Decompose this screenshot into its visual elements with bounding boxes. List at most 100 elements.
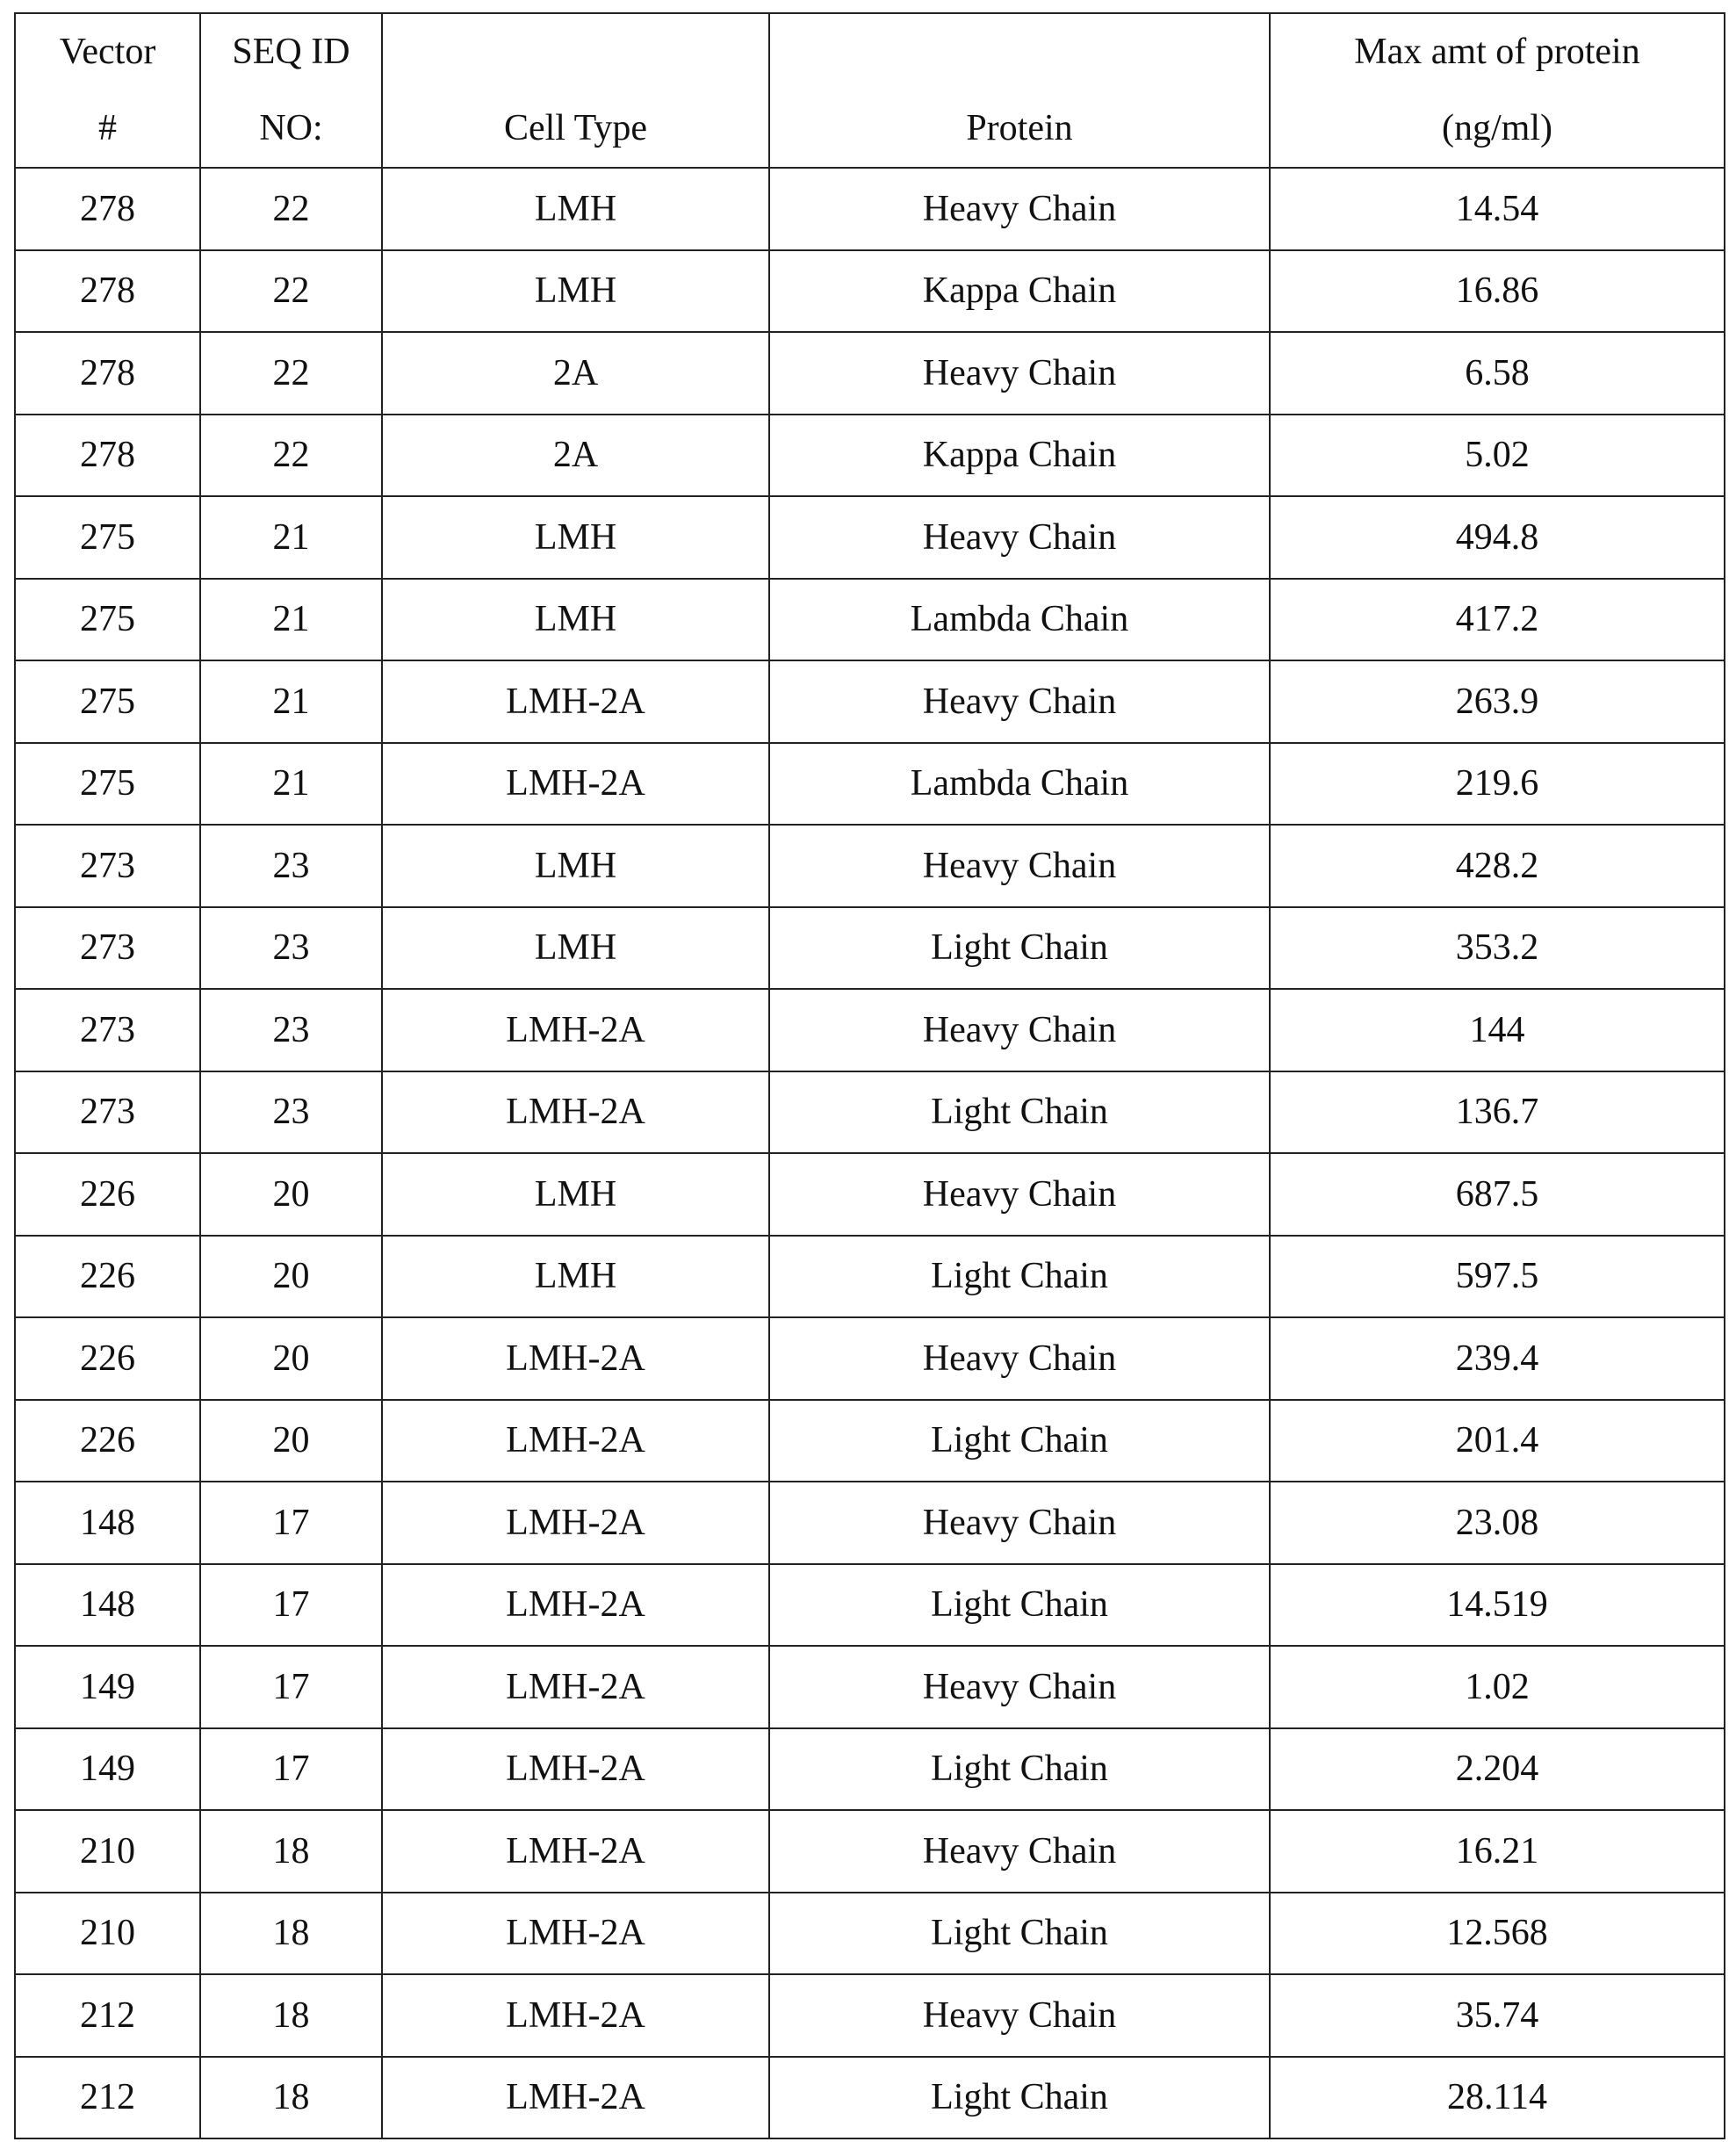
cell-max-amount: 23.08 <box>1270 1482 1725 1564</box>
table-row: 278222AHeavy Chain6.58 <box>15 332 1725 415</box>
cell-cell-type: LMH-2A <box>382 1071 769 1154</box>
table-row: 27822LMHHeavy Chain14.54 <box>15 168 1725 250</box>
header-vector: Vector# <box>15 13 200 168</box>
cell-max-amount: 14.519 <box>1270 1564 1725 1647</box>
cell-protein: Heavy Chain <box>769 496 1270 579</box>
cell-protein: Heavy Chain <box>769 168 1270 250</box>
cell-cell-type: LMH-2A <box>382 660 769 743</box>
cell-protein: Light Chain <box>769 1236 1270 1318</box>
cell-seq-id: 21 <box>200 579 382 661</box>
cell-max-amount: 219.6 <box>1270 743 1725 826</box>
cell-seq-id: 18 <box>200 1893 382 1975</box>
cell-max-amount: 353.2 <box>1270 907 1725 990</box>
cell-seq-id: 20 <box>200 1153 382 1236</box>
cell-protein: Lambda Chain <box>769 579 1270 661</box>
cell-max-amount: 16.86 <box>1270 250 1725 333</box>
table-row: 27822LMHKappa Chain16.86 <box>15 250 1725 333</box>
table-row: 22620LMH-2AHeavy Chain239.4 <box>15 1317 1725 1400</box>
header-max-amount: Max amt of protein(ng/ml) <box>1270 13 1725 168</box>
cell-vector: 273 <box>15 989 200 1071</box>
cell-protein: Kappa Chain <box>769 250 1270 333</box>
cell-max-amount: 1.02 <box>1270 1646 1725 1728</box>
cell-cell-type: LMH-2A <box>382 1893 769 1975</box>
cell-vector: 210 <box>15 1893 200 1975</box>
header-line: Vector <box>16 14 199 90</box>
header-cell-type: Cell Type <box>382 13 769 168</box>
cell-seq-id: 18 <box>200 2057 382 2139</box>
cell-seq-id: 17 <box>200 1564 382 1647</box>
cell-cell-type: LMH <box>382 579 769 661</box>
cell-vector: 210 <box>15 1810 200 1893</box>
cell-protein: Heavy Chain <box>769 1974 1270 2057</box>
header-seq-id: SEQ IDNO: <box>200 13 382 168</box>
cell-protein: Heavy Chain <box>769 1153 1270 1236</box>
table-row: 21018LMH-2AHeavy Chain16.21 <box>15 1810 1725 1893</box>
cell-vector: 275 <box>15 743 200 826</box>
cell-cell-type: LMH-2A <box>382 1810 769 1893</box>
cell-seq-id: 22 <box>200 415 382 497</box>
cell-vector: 212 <box>15 1974 200 2057</box>
header-line: Cell Type <box>383 90 768 167</box>
header-line: Protein <box>770 90 1269 167</box>
cell-cell-type: LMH-2A <box>382 1728 769 1811</box>
cell-cell-type: LMH-2A <box>382 1974 769 2057</box>
protein-expression-table: Vector#SEQ IDNO: Cell Type ProteinMax am… <box>14 12 1725 2139</box>
cell-protein: Light Chain <box>769 1893 1270 1975</box>
cell-protein: Heavy Chain <box>769 989 1270 1071</box>
cell-protein: Light Chain <box>769 1564 1270 1647</box>
table-row: 27521LMHHeavy Chain494.8 <box>15 496 1725 579</box>
cell-seq-id: 17 <box>200 1646 382 1728</box>
cell-seq-id: 21 <box>200 743 382 826</box>
table-row: 22620LMHHeavy Chain687.5 <box>15 1153 1725 1236</box>
cell-seq-id: 22 <box>200 250 382 333</box>
cell-seq-id: 23 <box>200 825 382 907</box>
cell-max-amount: 239.4 <box>1270 1317 1725 1400</box>
table-row: 27323LMH-2ALight Chain136.7 <box>15 1071 1725 1154</box>
header-line <box>383 14 768 90</box>
cell-vector: 278 <box>15 168 200 250</box>
cell-cell-type: LMH <box>382 1236 769 1318</box>
cell-vector: 148 <box>15 1564 200 1647</box>
table-row: 21218LMH-2ALight Chain28.114 <box>15 2057 1725 2139</box>
cell-vector: 278 <box>15 250 200 333</box>
cell-max-amount: 2.204 <box>1270 1728 1725 1811</box>
cell-seq-id: 22 <box>200 168 382 250</box>
cell-protein: Light Chain <box>769 1728 1270 1811</box>
table-row: 21218LMH-2AHeavy Chain35.74 <box>15 1974 1725 2057</box>
cell-vector: 149 <box>15 1646 200 1728</box>
cell-seq-id: 17 <box>200 1482 382 1564</box>
cell-cell-type: LMH-2A <box>382 989 769 1071</box>
cell-vector: 148 <box>15 1482 200 1564</box>
cell-max-amount: 597.5 <box>1270 1236 1725 1318</box>
cell-protein: Heavy Chain <box>769 1810 1270 1893</box>
cell-vector: 273 <box>15 825 200 907</box>
cell-cell-type: LMH-2A <box>382 743 769 826</box>
cell-cell-type: LMH-2A <box>382 1317 769 1400</box>
table-row: 27323LMHHeavy Chain428.2 <box>15 825 1725 907</box>
header-line: Max amt of protein <box>1271 14 1724 90</box>
cell-protein: Kappa Chain <box>769 415 1270 497</box>
table-row: 27521LMHLambda Chain417.2 <box>15 579 1725 661</box>
cell-max-amount: 263.9 <box>1270 660 1725 743</box>
cell-vector: 273 <box>15 1071 200 1154</box>
cell-seq-id: 23 <box>200 1071 382 1154</box>
cell-vector: 226 <box>15 1400 200 1482</box>
cell-max-amount: 28.114 <box>1270 2057 1725 2139</box>
cell-seq-id: 18 <box>200 1810 382 1893</box>
cell-protein: Light Chain <box>769 2057 1270 2139</box>
cell-protein: Heavy Chain <box>769 1482 1270 1564</box>
cell-cell-type: LMH-2A <box>382 1646 769 1728</box>
cell-protein: Lambda Chain <box>769 743 1270 826</box>
cell-cell-type: 2A <box>382 332 769 415</box>
cell-cell-type: LMH-2A <box>382 1400 769 1482</box>
cell-max-amount: 14.54 <box>1270 168 1725 250</box>
cell-cell-type: LMH <box>382 496 769 579</box>
cell-protein: Light Chain <box>769 1071 1270 1154</box>
cell-cell-type: LMH <box>382 1153 769 1236</box>
table-row: 27521LMH-2AHeavy Chain263.9 <box>15 660 1725 743</box>
cell-seq-id: 22 <box>200 332 382 415</box>
header-protein: Protein <box>769 13 1270 168</box>
cell-max-amount: 201.4 <box>1270 1400 1725 1482</box>
cell-vector: 275 <box>15 496 200 579</box>
cell-cell-type: 2A <box>382 415 769 497</box>
